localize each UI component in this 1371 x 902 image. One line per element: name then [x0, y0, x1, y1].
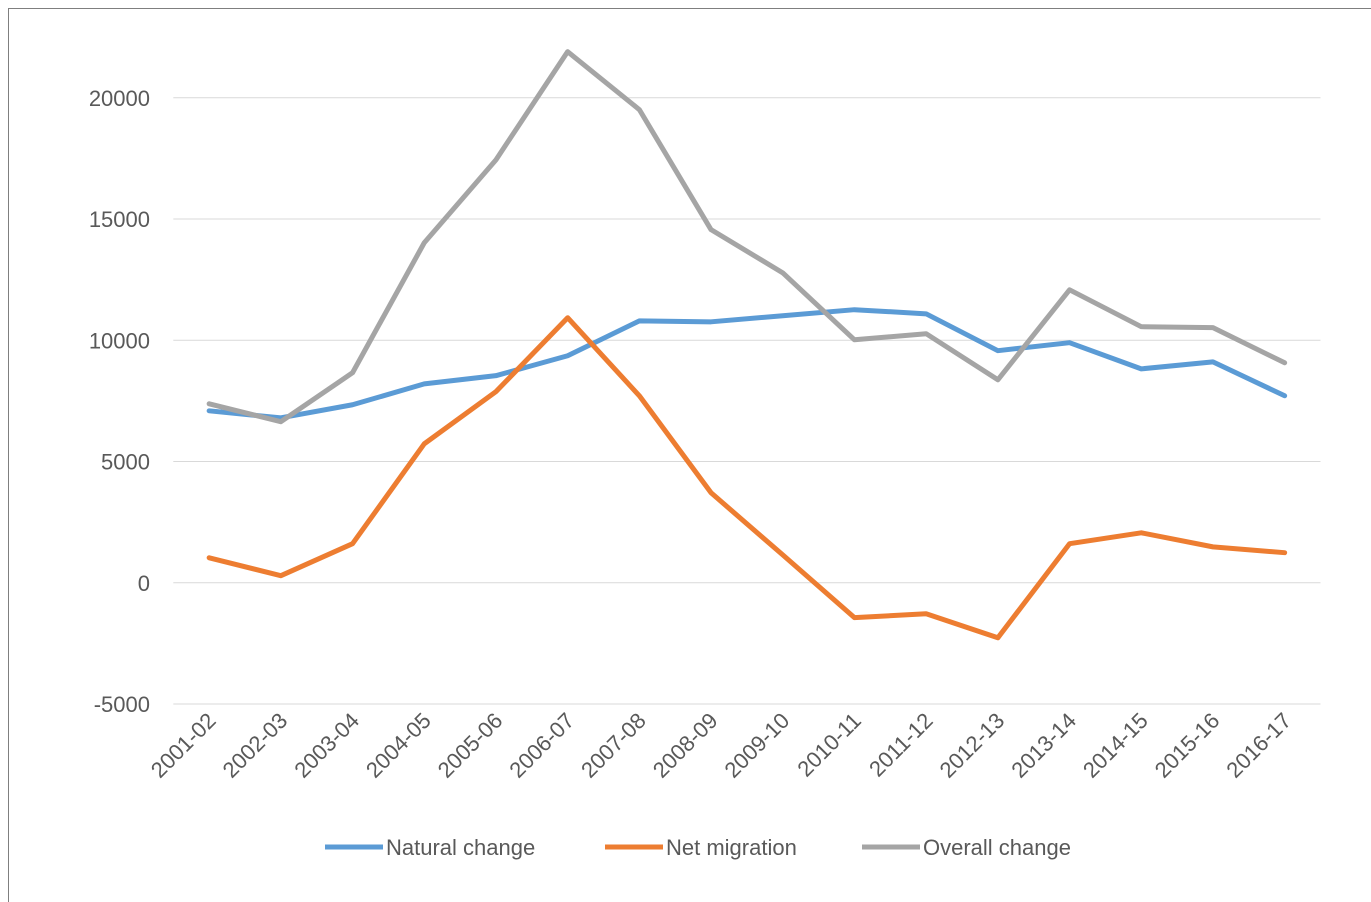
legend-label: Net migration — [666, 835, 797, 860]
y-tick-label: 10000 — [89, 328, 150, 353]
legend-label: Overall change — [923, 835, 1071, 860]
line-series — [206, 49, 1288, 425]
line-series — [206, 315, 1288, 641]
y-tick-label: 20000 — [89, 86, 150, 111]
legend-label: Natural change — [386, 835, 535, 860]
y-tick-label: 5000 — [101, 450, 150, 475]
y-tick-label: -5000 — [94, 692, 150, 717]
chart-frame — [8, 8, 1371, 902]
y-tick-label: 0 — [138, 571, 150, 596]
y-tick-label: 15000 — [89, 207, 150, 232]
line-series — [206, 307, 1288, 421]
